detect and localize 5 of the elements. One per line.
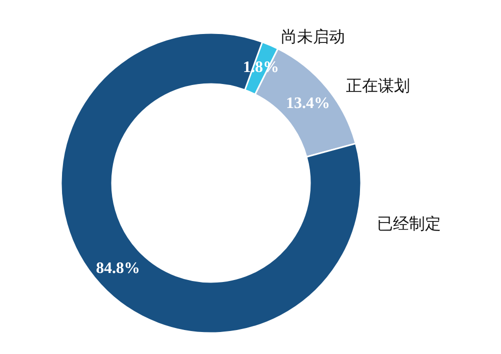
data-label: 13.4%	[286, 95, 330, 112]
slice-label: 已经制定	[377, 214, 441, 233]
slice-label: 正在谋划	[346, 76, 410, 95]
slice-label: 尚未启动	[281, 27, 345, 46]
data-label: 84.8%	[96, 260, 140, 277]
